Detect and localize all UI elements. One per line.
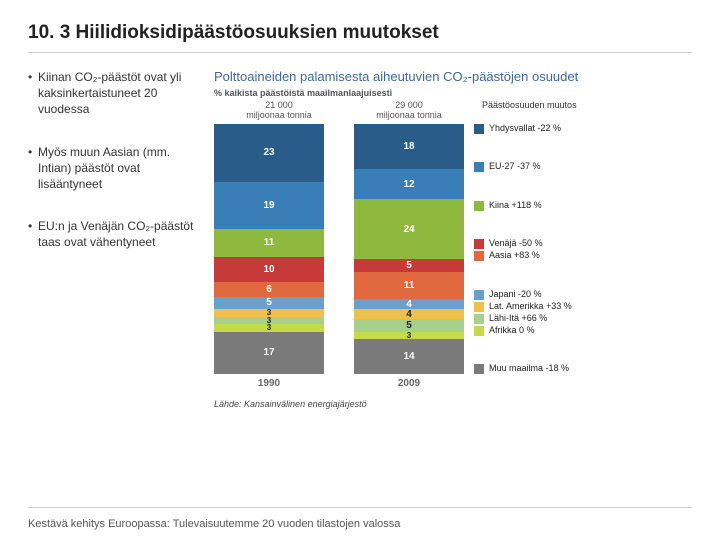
segment-japan: 5	[214, 297, 324, 310]
legend-swatch	[474, 251, 484, 261]
chart-wrap: 231911106533317 1990 181224511445314 200…	[214, 124, 692, 389]
legend-item-us: Yhdysvallat -22 %	[474, 124, 692, 134]
chart-source: Lähde: Kansainvälinen energiajärjestö	[214, 399, 692, 409]
legend-swatch	[474, 239, 484, 249]
bullet-item: Kiinan CO₂-päästöt ovat yli kaksinkertai…	[28, 69, 206, 118]
legend-swatch	[474, 326, 484, 336]
legend-label: Lat. Amerikka +33 %	[489, 302, 572, 312]
legend-item-russia: Venäjä -50 %	[474, 239, 692, 249]
chart-column: Polttoaineiden palamisesta aiheutuvien C…	[214, 69, 692, 493]
x-label-1990: 1990	[258, 378, 280, 389]
col-header-2009: 29 000 miljoonaa tonnia	[344, 100, 474, 120]
legend-group: Yhdysvallat -22 %	[474, 124, 692, 134]
x-label-2009: 2009	[398, 378, 420, 389]
legend-swatch	[474, 314, 484, 324]
bar-column-2009: 181224511445314 2009	[354, 124, 464, 389]
legend-label: Venäjä -50 %	[489, 239, 543, 249]
chart-title: Polttoaineiden palamisesta aiheutuvien C…	[214, 69, 692, 84]
legend-item-japan: Japani -20 %	[474, 290, 692, 300]
legend-label: Japani -20 %	[489, 290, 542, 300]
segment-japan: 4	[354, 299, 464, 309]
content-row: Kiinan CO₂-päästöt ovat yli kaksinkertai…	[28, 69, 692, 493]
legend-swatch	[474, 364, 484, 374]
legend-label: Muu maailma -18 %	[489, 364, 569, 374]
legend-header: Päästöosuuden muutos	[474, 100, 692, 120]
legend-group: Japani -20 % Lat. Amerikka +33 % Lähi-Itä …	[474, 290, 692, 336]
legend-item-me: Lähi-Itä +66 %	[474, 314, 692, 324]
slide-title: 10. 3 Hiilidioksidipäästöosuuksien muuto…	[28, 22, 692, 44]
horizontal-rule	[28, 52, 692, 53]
legend-label: Aasia +83 %	[489, 251, 540, 261]
bullet-item: EU:n ja Venäjän CO₂-päästöt taas ovat vä…	[28, 218, 206, 250]
segment-asia: 6	[214, 282, 324, 297]
footer-rule	[28, 507, 692, 508]
stacked-bar-1990: 231911106533317	[214, 124, 324, 374]
segment-china: 24	[354, 199, 464, 259]
legend-group: Kiina +118 %	[474, 201, 692, 211]
bar-column-1990: 231911106533317 1990	[214, 124, 324, 389]
segment-africa: 3	[354, 332, 464, 340]
legend-swatch	[474, 162, 484, 172]
segment-us: 18	[354, 124, 464, 169]
chart-subtitle: % kaikista päästöistä maailmanlaajuisest…	[214, 88, 692, 98]
segment-us: 23	[214, 124, 324, 182]
col-header-1990: 21 000 miljoonaa tonnia	[214, 100, 344, 120]
legend-group: Venäjä -50 % Aasia +83 %	[474, 239, 692, 261]
legend-swatch	[474, 290, 484, 300]
stacked-bar-2009: 181224511445314	[354, 124, 464, 374]
legend-group: Muu maailma -18 %	[474, 364, 692, 374]
legend-item-rest: Muu maailma -18 %	[474, 364, 692, 374]
legend-label: Yhdysvallat -22 %	[489, 124, 561, 134]
legend-swatch	[474, 302, 484, 312]
legend-label: EU-27 -37 %	[489, 162, 541, 172]
segment-russia: 10	[214, 257, 324, 282]
legend-swatch	[474, 124, 484, 134]
legend-label: Lähi-Itä +66 %	[489, 314, 547, 324]
slide-page: 10. 3 Hiilidioksidipäästöosuuksien muuto…	[0, 0, 720, 540]
legend-swatch	[474, 201, 484, 211]
segment-eu27: 19	[214, 182, 324, 230]
bars-area: 231911106533317 1990 181224511445314 200…	[214, 124, 464, 389]
bullet-item: Myös muun Aasian (mm. Intian) päästöt ov…	[28, 144, 206, 193]
segment-asia: 11	[354, 272, 464, 300]
legend-item-asia: Aasia +83 %	[474, 251, 692, 261]
segment-russia: 5	[354, 259, 464, 272]
segment-rest: 17	[214, 332, 324, 375]
segment-me: 5	[354, 319, 464, 332]
chart-legend: Yhdysvallat -22 % EU-27 -37 % Kiina +118 %…	[464, 124, 692, 374]
legend-item-africa: Afrikka 0 %	[474, 326, 692, 336]
chart-column-headers: 21 000 miljoonaa tonnia 29 000 miljoonaa…	[214, 100, 692, 120]
legend-group: EU-27 -37 %	[474, 162, 692, 172]
segment-china: 11	[214, 229, 324, 257]
legend-item-china: Kiina +118 %	[474, 201, 692, 211]
bullet-column: Kiinan CO₂-päästöt ovat yli kaksinkertai…	[28, 69, 206, 493]
legend-label: Kiina +118 %	[489, 201, 542, 211]
legend-label: Afrikka 0 %	[489, 326, 535, 336]
slide-footer: Kestävä kehitys Euroopassa: Tulevaisuute…	[28, 518, 692, 530]
segment-eu27: 12	[354, 169, 464, 199]
segment-rest: 14	[354, 339, 464, 374]
legend-item-eu27: EU-27 -37 %	[474, 162, 692, 172]
segment-latam: 4	[354, 309, 464, 319]
legend-item-latam: Lat. Amerikka +33 %	[474, 302, 692, 312]
segment-africa: 3	[214, 324, 324, 332]
